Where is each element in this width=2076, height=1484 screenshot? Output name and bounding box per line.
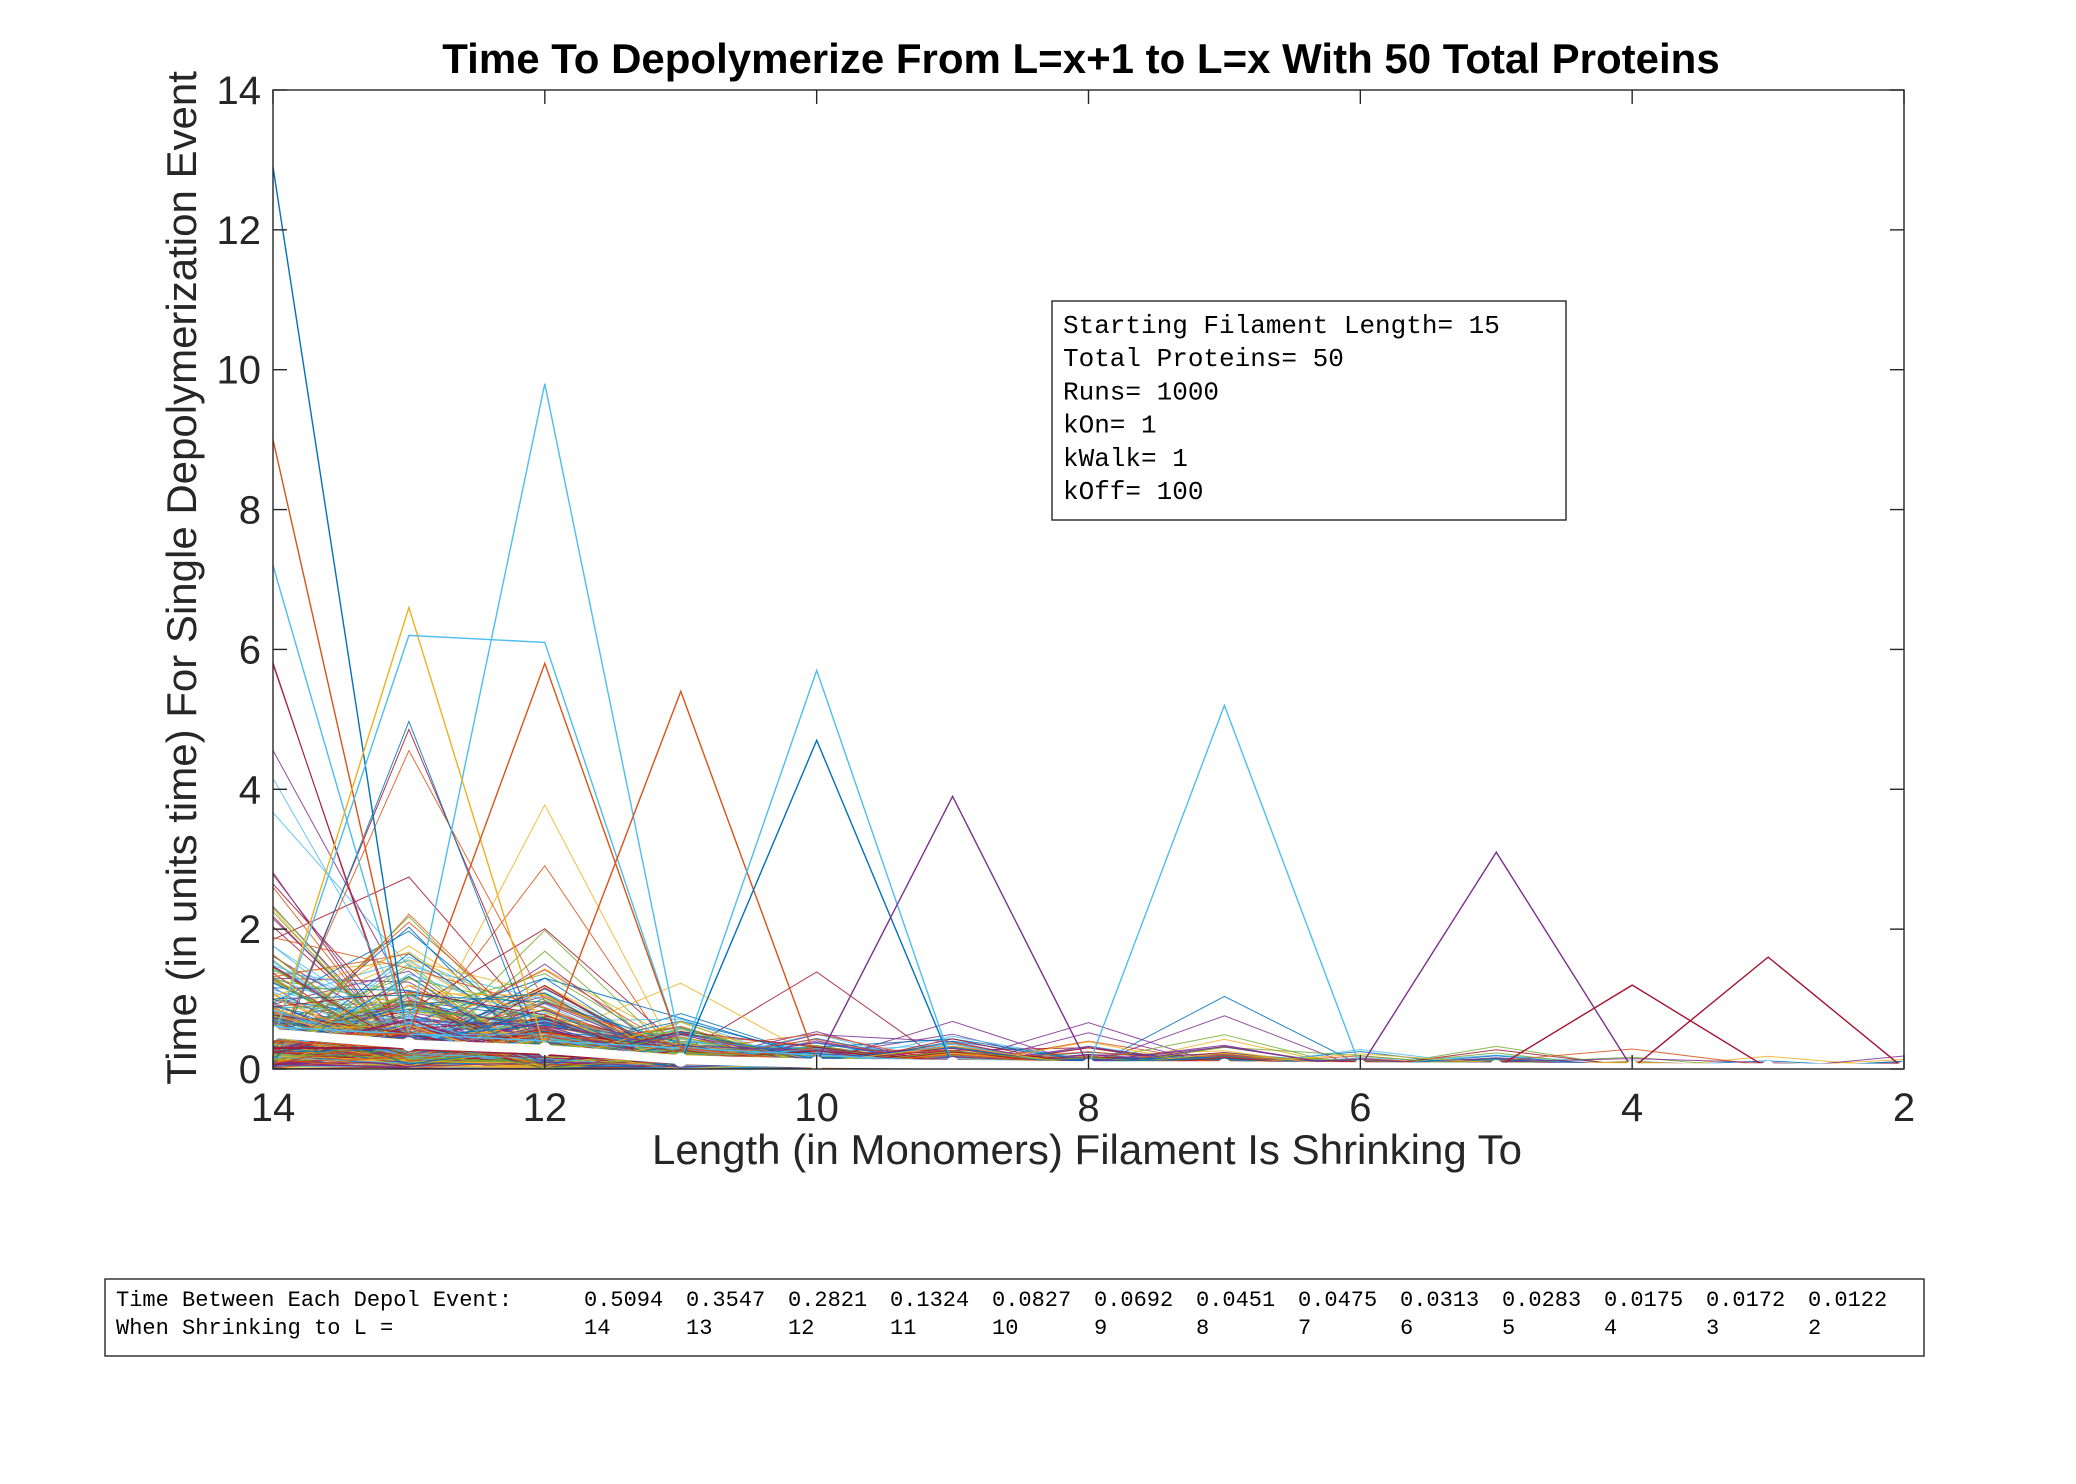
summary-time-value: 0.5094	[584, 1288, 663, 1313]
run-line	[273, 662, 1904, 1069]
y-tick-label: 2	[239, 908, 261, 952]
summary-time-value: 0.0451	[1196, 1288, 1275, 1313]
y-tick-label: 8	[239, 489, 261, 533]
summary-length-value: 6	[1400, 1316, 1413, 1341]
x-tick-label: 14	[251, 1086, 296, 1130]
mean-point	[537, 1042, 552, 1057]
plot-frame	[272, 89, 1905, 1070]
summary-length-value: 2	[1808, 1316, 1821, 1341]
summary-length-value: 9	[1094, 1316, 1107, 1341]
y-tick-label: 14	[217, 69, 262, 113]
mean-point	[401, 1037, 416, 1052]
summary-length-value: 11	[890, 1316, 916, 1341]
run-line	[273, 664, 1904, 1069]
summary-length-value: 7	[1298, 1316, 1311, 1341]
annotation-line: kOn= 1	[1063, 411, 1157, 441]
y-tick-label: 12	[217, 209, 262, 253]
summary-time-value: 0.0692	[1094, 1288, 1173, 1313]
x-tick-label: 8	[1077, 1086, 1099, 1130]
summary-time-value: 0.1324	[890, 1288, 969, 1313]
y-tick-label: 6	[239, 628, 261, 672]
summary-frame	[104, 1278, 1925, 1357]
annotation-line: kOff= 100	[1063, 477, 1203, 507]
summary-time-value: 0.3547	[686, 1288, 765, 1313]
summary-time-value: 0.0475	[1298, 1288, 1377, 1313]
summary-length-value: 14	[584, 1316, 610, 1341]
summary-time-value: 0.0172	[1706, 1288, 1785, 1313]
x-tick-label: 6	[1349, 1086, 1371, 1130]
run-line-highlight	[273, 668, 1904, 1069]
summary-time-value: 0.0827	[992, 1288, 1071, 1313]
background-runs	[273, 662, 1904, 1069]
summary-length-value: 4	[1604, 1316, 1617, 1341]
mean-point	[673, 1052, 688, 1067]
chart-title: Time To Depolymerize From L=x+1 to L=x W…	[442, 35, 1719, 82]
summary-time-value: 0.2821	[788, 1288, 867, 1313]
annotation-line: kWalk= 1	[1063, 444, 1188, 474]
summary-row2-label: When Shrinking to L =	[116, 1316, 393, 1341]
y-tick-label: 10	[217, 349, 262, 393]
summary-length-value: 10	[992, 1316, 1018, 1341]
summary-time-value: 0.0175	[1604, 1288, 1683, 1313]
annotation-line: Runs= 1000	[1063, 377, 1219, 407]
run-line-highlight	[273, 661, 1904, 1069]
summary-time-value: 0.0313	[1400, 1288, 1479, 1313]
x-tick-label: 4	[1621, 1086, 1643, 1130]
mean-point	[1217, 1058, 1232, 1069]
mean-point	[1761, 1060, 1776, 1069]
summary-length-value: 13	[686, 1316, 712, 1341]
summary-length-value: 5	[1502, 1316, 1515, 1341]
x-axis-label: Length (in Monomers) Filament Is Shrinki…	[652, 1126, 1522, 1173]
annotation-frame	[1051, 300, 1567, 521]
summary-length-value: 8	[1196, 1316, 1209, 1341]
summary-length-value: 3	[1706, 1316, 1719, 1341]
mean-point	[1897, 1061, 1904, 1069]
mean-point	[1489, 1060, 1504, 1069]
summary-length-value: 12	[788, 1316, 814, 1341]
summary-row1-label: Time Between Each Depol Event:	[116, 1288, 512, 1313]
axis-ticks: 14 12 10 8 6 4 2 0 2 4 6 8 10 12 14	[217, 69, 1916, 1130]
y-axis-label: Time (in units time) For Single Depolyme…	[158, 71, 205, 1085]
x-tick-label: 10	[794, 1086, 839, 1130]
mean-point	[945, 1057, 960, 1069]
x-tick-label: 12	[523, 1086, 568, 1130]
x-tick-label: 2	[1893, 1086, 1915, 1130]
summary-time-value: 0.0122	[1808, 1288, 1887, 1313]
summary-table: Time Between Each Depol Event: When Shrin…	[104, 1278, 1925, 1357]
annotation-line: Starting Filament Length= 15	[1063, 311, 1500, 341]
summary-time-value: 0.0283	[1502, 1288, 1581, 1313]
mean-point	[273, 1026, 280, 1041]
y-tick-label: 4	[239, 768, 261, 812]
y-tick-label: 0	[239, 1048, 261, 1092]
annotation-line: Total Proteins= 50	[1063, 344, 1344, 374]
